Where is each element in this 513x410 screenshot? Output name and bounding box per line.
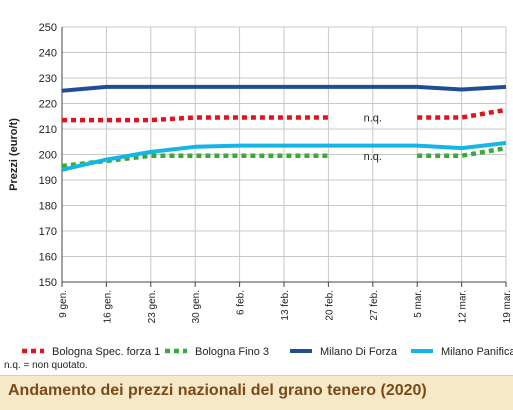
y-tick-label: 180	[39, 201, 57, 213]
x-tick-label: 13 feb.	[280, 290, 291, 321]
series-line-4	[61, 141, 507, 172]
y-tick-label: 250	[39, 22, 57, 34]
annotation-label: n.q.	[364, 113, 382, 125]
x-tick-label: 16 gen.	[102, 290, 113, 323]
footnote: n.q. = non quotato.	[4, 360, 88, 371]
figure-caption: Andamento dei prezzi nazionali del grano…	[8, 382, 427, 399]
y-tick-label: 200	[39, 150, 57, 162]
legend-label: Bologna Fino 3	[195, 346, 269, 358]
y-tick-label: 220	[39, 99, 57, 111]
x-tick-label: 23 gen.	[147, 290, 158, 323]
footer-band: Andamento dei prezzi nazionali del grano…	[0, 375, 513, 410]
x-tick-label: 19 mar.	[502, 290, 513, 323]
series-lines	[61, 84, 507, 172]
x-tick-label: 27 feb.	[369, 290, 380, 321]
legend-label: Milano Di Forza	[320, 346, 398, 358]
x-tick-label: 20 feb.	[324, 290, 335, 321]
legend: Bologna Spec. forza 1 Bologna Fino 3 Milan…	[22, 346, 513, 358]
series-line-1	[417, 107, 507, 120]
x-tick-label: 30 gen.	[191, 290, 202, 323]
y-tick-label: 190	[39, 175, 57, 187]
axes: 150 160 170 180 190 200 210 220 230 240 250 9 gen. 1…	[8, 22, 513, 323]
x-tick-label: 6 feb.	[236, 290, 247, 315]
legend-label: Bologna Spec. forza 1	[52, 346, 160, 358]
y-tick-label: 170	[39, 226, 57, 238]
x-tick-label: 12 mar.	[458, 290, 469, 323]
y-tick-label: 160	[39, 252, 57, 264]
annotation-label: n.q.	[364, 151, 382, 163]
y-axis-title: Prezzi (euro/t)	[8, 118, 20, 191]
annotations: n.q. n.q.	[364, 113, 382, 163]
y-tick-label: 150	[39, 277, 57, 289]
x-tick-label: 5 mar.	[413, 290, 424, 318]
series-line-2	[417, 145, 507, 159]
chart-background	[0, 0, 513, 375]
series-line-3	[61, 84, 507, 93]
y-tick-label: 230	[39, 73, 57, 85]
legend-label: Milano Panificabile	[441, 346, 513, 358]
line-chart: 150 160 170 180 190 200 210 220 230 240 250 9 gen. 1…	[0, 0, 513, 375]
y-tick-label: 210	[39, 124, 57, 136]
y-tick-label: 240	[39, 48, 57, 60]
x-tick-label: 9 gen.	[58, 290, 69, 318]
